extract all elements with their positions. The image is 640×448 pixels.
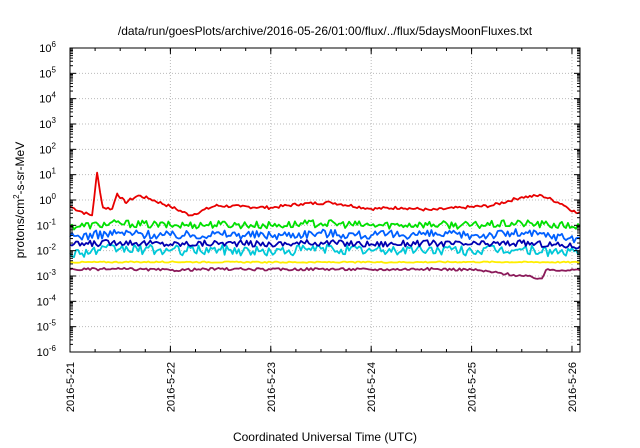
y-tick-label: 10-6 (37, 344, 57, 359)
series-line (69, 243, 581, 258)
y-axis-label-base: protons/cm (13, 199, 27, 258)
y-axis-label: protons/cm2-s-sr-MeV (12, 142, 27, 258)
y-tick-label-base: 10 (39, 68, 51, 80)
x-tick-label: 2016-5-24 (366, 362, 378, 412)
y-tick-label: 102 (39, 141, 56, 156)
x-tick-label: 2016-5-22 (165, 362, 177, 412)
y-tick-label-exponent: 4 (52, 91, 57, 100)
y-axis-label-sup: 2 (12, 194, 21, 199)
y-tick-label: 10-4 (37, 293, 57, 308)
y-tick-label-base: 10 (37, 271, 49, 283)
series-group (69, 171, 581, 280)
y-tick-label: 10-1 (37, 217, 57, 232)
y-tick-label-base: 10 (37, 296, 49, 308)
y-tick-label-base: 10 (37, 246, 49, 258)
series-line (69, 171, 581, 217)
y-tick-label: 10-5 (37, 319, 57, 334)
y-tick-label-base: 10 (39, 43, 51, 55)
y-tick-label-exponent: -2 (49, 243, 57, 252)
y-tick-label-base: 10 (39, 195, 51, 207)
y-axis-label-rest: -s-sr-MeV (13, 142, 27, 195)
series-line (69, 228, 581, 244)
y-tick-label-exponent: 2 (52, 141, 57, 150)
y-tick-label-base: 10 (39, 170, 51, 182)
y-ticks: 10-610-510-410-310-210-11001011021031041… (37, 40, 580, 359)
series-line (69, 260, 581, 264)
y-tick-label-exponent: 1 (52, 167, 57, 176)
y-tick-label-base: 10 (37, 322, 49, 334)
x-tick-label: 2016-5-21 (65, 362, 77, 412)
grid-lines (70, 48, 580, 352)
y-tick-label-base: 10 (39, 94, 51, 106)
y-tick-label: 104 (39, 91, 56, 106)
y-tick-label-base: 10 (37, 347, 49, 359)
y-tick-label-exponent: -4 (49, 293, 57, 302)
y-tick-label: 10-3 (37, 268, 57, 283)
y-tick-label-base: 10 (39, 144, 51, 156)
series-line (69, 266, 581, 280)
x-axis-label: Coordinated Universal Time (UTC) (233, 430, 417, 444)
y-tick-label: 101 (39, 167, 56, 182)
y-tick-label-exponent: -5 (49, 319, 57, 328)
y-tick-label-exponent: 0 (52, 192, 57, 201)
series-line (69, 239, 581, 250)
y-tick-label: 100 (39, 192, 56, 207)
x-ticks: 2016-5-21 2016-5-22 2016-5-23 2016-5-24 2016… (65, 48, 579, 412)
y-tick-label-exponent: 6 (52, 40, 57, 49)
x-tick-label: 2016-5-25 (467, 362, 479, 412)
y-tick-label-exponent: -3 (49, 268, 57, 277)
y-tick-label: 10-2 (37, 243, 57, 258)
y-tick-label-exponent: 5 (52, 65, 57, 74)
y-tick-label: 103 (39, 116, 56, 131)
y-tick-label: 106 (39, 40, 56, 55)
series-line (69, 219, 581, 231)
y-tick-label-base: 10 (37, 220, 49, 232)
y-tick-label-base: 10 (39, 119, 51, 131)
y-tick-label-exponent: 3 (52, 116, 57, 125)
y-tick-label-exponent: -1 (49, 217, 57, 226)
x-tick-label: 2016-5-26 (567, 362, 579, 412)
y-tick-label: 105 (39, 65, 56, 80)
x-tick-label: 2016-5-23 (266, 362, 278, 412)
y-tick-label-exponent: -6 (49, 344, 57, 353)
chart-title: /data/run/goesPlots/archive/2016-05-26/0… (118, 24, 533, 38)
